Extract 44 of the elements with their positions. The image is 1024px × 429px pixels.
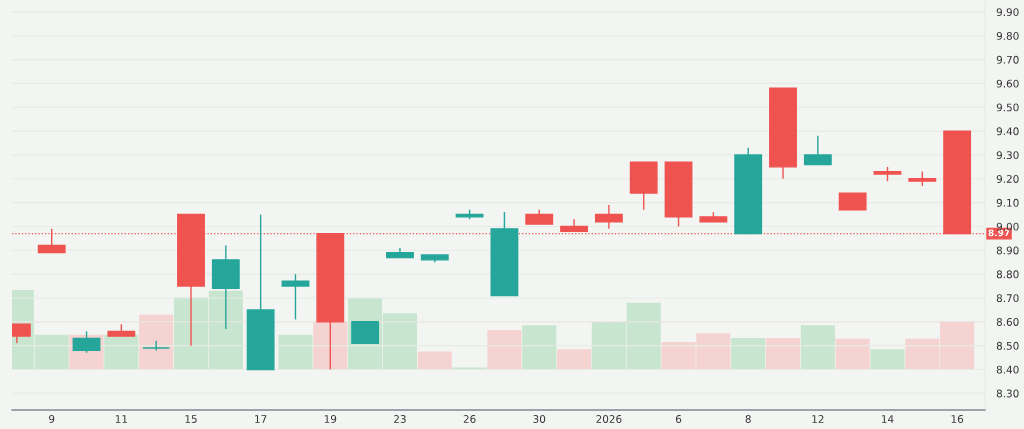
bar: [139, 314, 174, 370]
y-tick-label: 8.30: [996, 389, 1019, 398]
x-tick-label: 12: [812, 415, 824, 423]
x-tick-label: 23: [394, 415, 406, 423]
ref-line-label: 8.97: [988, 229, 1010, 237]
y-tick-label: 9.20: [996, 175, 1019, 183]
bar: [835, 338, 870, 370]
bar: [522, 325, 557, 370]
bar: [557, 349, 592, 370]
bar: [800, 325, 835, 370]
y-tick-label: 9.60: [996, 79, 1019, 88]
y-tick-label: 9.50: [996, 103, 1019, 112]
bar: [765, 338, 801, 370]
x-tick-label: 26: [463, 415, 476, 423]
y-tick-label: 9.70: [996, 55, 1019, 64]
bar: [487, 330, 522, 370]
x-tick-label: 15: [185, 415, 197, 423]
candlestick: [281, 273, 310, 321]
x-tick-label: 14: [882, 415, 894, 423]
bar: [278, 334, 313, 370]
bar: [417, 351, 452, 370]
x-tick-label: 2026: [596, 415, 622, 423]
y-tick-label: 9.80: [996, 31, 1019, 40]
y-tick-label: 9.90: [996, 8, 1019, 17]
x-tick-label: 17: [255, 415, 267, 423]
x-tick-label: 11: [115, 415, 128, 423]
y-tick-label: 9.40: [996, 127, 1019, 136]
y-tick-label: 8.60: [996, 318, 1019, 326]
x-tick-label: 16: [951, 415, 964, 423]
x-tick-label: 30: [533, 415, 546, 423]
x-tick-label: 8: [745, 415, 751, 423]
y-tick-label: 8.80: [996, 270, 1019, 279]
y-tick-label: 9.10: [996, 198, 1019, 207]
y-tick-label: 8.90: [996, 246, 1019, 255]
y-tick-label: 9.30: [996, 151, 1019, 160]
candlestick: [142, 340, 171, 352]
bar: [731, 338, 766, 370]
bar: [870, 349, 905, 370]
y-tick-label: 8.70: [996, 294, 1019, 303]
x-tick-label: 9: [49, 415, 55, 423]
y-tick-label: 8.40: [996, 365, 1019, 374]
x-tick-label: 6: [675, 415, 682, 423]
y-tick-label: 8.50: [996, 341, 1019, 350]
x-tick-label: 19: [324, 415, 337, 423]
